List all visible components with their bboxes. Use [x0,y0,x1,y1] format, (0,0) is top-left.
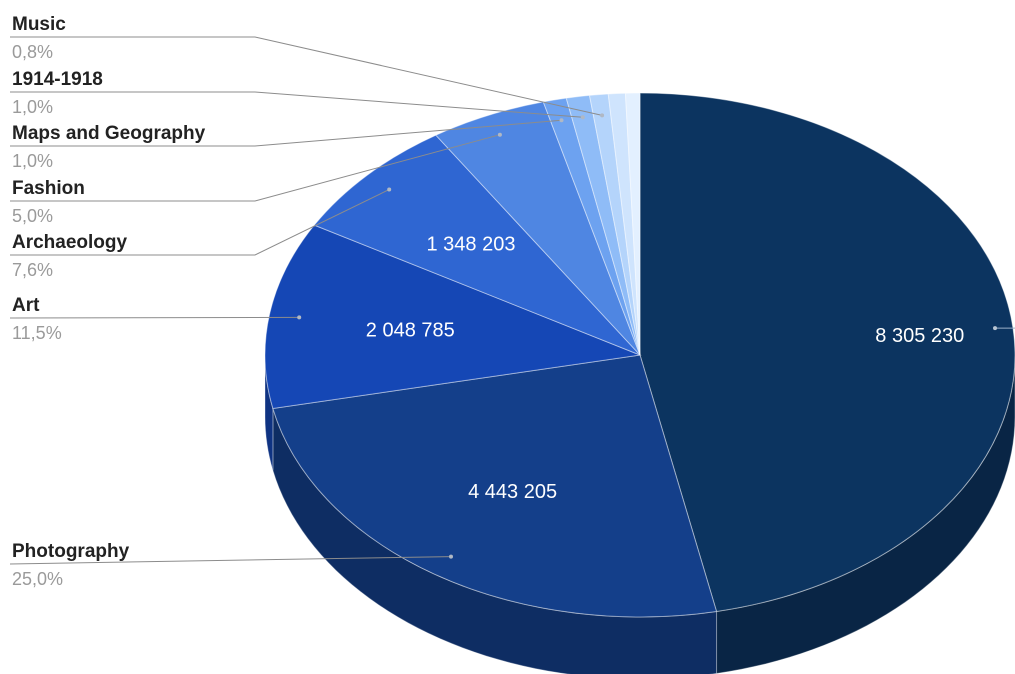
leader-dot-5 [559,118,564,123]
category-label: Maps and Geography [12,123,206,144]
leader-dot-0 [993,326,998,331]
category-percent: 1,0% [12,97,53,117]
leader-line-1 [9,556,452,565]
value-label-1: 4 443 205 [468,481,557,503]
category-label: Music [12,14,66,35]
category-label: Archaeology [12,232,128,253]
leader-line-4 [10,134,501,202]
leader-line-2 [9,316,300,319]
value-label-3: 1 348 203 [427,233,516,255]
leader-dot-4 [497,132,502,137]
leader-line-3 [10,189,390,256]
category-label: 1914-1918 [12,69,103,90]
leader-dot-2 [297,315,302,320]
category-label: Art [12,295,40,316]
pie-top-faces [264,92,1015,618]
leader-dot-3 [387,187,392,192]
leader-dot-1 [449,554,453,559]
value-label-0: 8 305 230 [875,325,964,347]
slice-unlabeled-8 [607,92,641,356]
leader-dot-7 [600,113,605,118]
category-percent: 5,0% [12,206,53,226]
slice-1914-1918 [565,94,641,356]
slice-photography [272,354,718,618]
leader-dot-6 [580,115,585,120]
category-label: Fashion [12,178,85,199]
category-percent: 25,0% [12,569,63,589]
callout-labels: Photography 25,0% Art 11,5% Archaeology 7,6% F… [9,14,605,589]
slice-side-2 [264,354,274,471]
leader-line-5 [10,119,562,147]
category-percent: 1,0% [12,151,53,171]
slice-archaeology [313,134,641,356]
slice-music [588,93,641,356]
value-labels: 8 305 230 4 443 205 2 048 785 1 348 203 [366,233,964,503]
value-label-2: 2 048 785 [366,320,455,342]
leader-line-6 [10,91,583,118]
slice-unlabeled-9 [624,92,641,356]
leader-line-7 [10,36,603,116]
category-percent: 11,5% [12,323,62,343]
category-percent: 7,6% [12,260,53,280]
category-percent: 0,8% [12,42,53,62]
slice-art [264,224,642,410]
category-label: Photography [12,541,130,562]
